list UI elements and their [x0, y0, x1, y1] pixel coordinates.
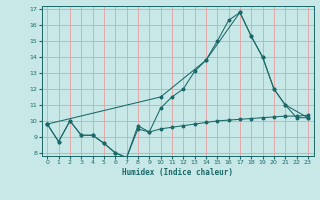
X-axis label: Humidex (Indice chaleur): Humidex (Indice chaleur) — [122, 168, 233, 177]
